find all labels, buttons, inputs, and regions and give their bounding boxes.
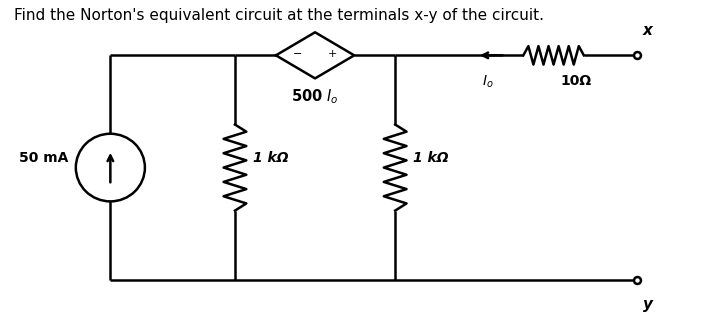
Text: 10Ω: 10Ω bbox=[561, 74, 592, 88]
Text: 1 kΩ: 1 kΩ bbox=[413, 151, 449, 165]
Text: x: x bbox=[643, 24, 653, 38]
Text: $I_o$: $I_o$ bbox=[482, 74, 493, 90]
Text: −: − bbox=[293, 49, 302, 59]
Text: +: + bbox=[328, 49, 337, 59]
Text: 500 $I_o$: 500 $I_o$ bbox=[291, 88, 339, 106]
Text: y: y bbox=[643, 297, 653, 312]
Text: 50 mA: 50 mA bbox=[19, 151, 68, 165]
Text: Find the Norton's equivalent circuit at the terminals x-y of the circuit.: Find the Norton's equivalent circuit at … bbox=[14, 8, 544, 23]
Text: 1 kΩ: 1 kΩ bbox=[253, 151, 288, 165]
